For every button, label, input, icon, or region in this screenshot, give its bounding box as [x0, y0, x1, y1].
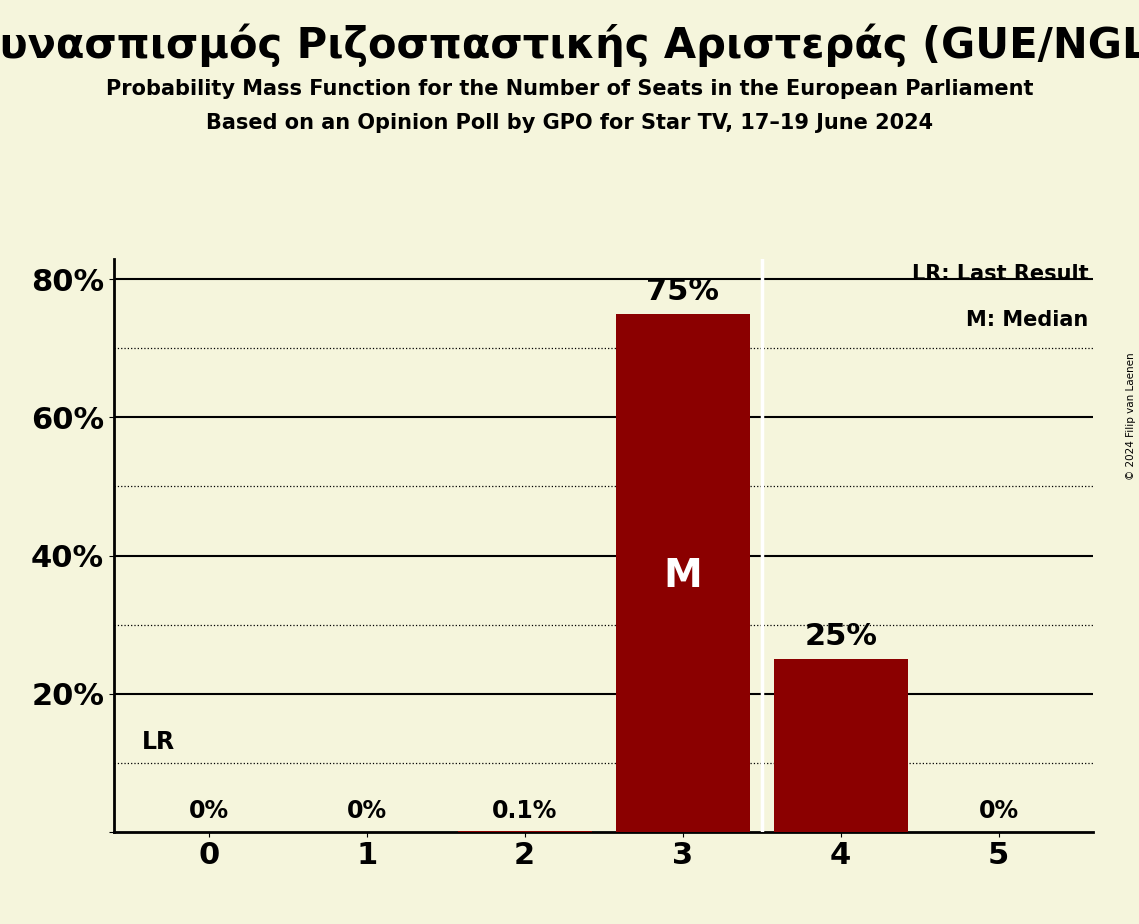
- Text: M: M: [663, 557, 702, 595]
- Text: 0%: 0%: [978, 799, 1018, 823]
- Text: M: Median: M: Median: [966, 310, 1089, 330]
- Text: 75%: 75%: [646, 276, 719, 306]
- Text: 0.1%: 0.1%: [492, 799, 557, 823]
- Bar: [615, 314, 749, 832]
- Text: 0%: 0%: [189, 799, 229, 823]
- Bar: [773, 659, 908, 832]
- Text: 25%: 25%: [804, 622, 877, 650]
- Text: Συνασπισμός Ριζοσπαστικής Αριστεράς (GUE/NGL): Συνασπισμός Ριζοσπαστικής Αριστεράς (GUE…: [0, 23, 1139, 67]
- Text: Probability Mass Function for the Number of Seats in the European Parliament: Probability Mass Function for the Number…: [106, 79, 1033, 99]
- Text: © 2024 Filip van Laenen: © 2024 Filip van Laenen: [1126, 352, 1136, 480]
- Text: 0%: 0%: [346, 799, 387, 823]
- Text: LR: LR: [142, 730, 175, 754]
- Text: Based on an Opinion Poll by GPO for Star TV, 17–19 June 2024: Based on an Opinion Poll by GPO for Star…: [206, 113, 933, 133]
- Text: LR: Last Result: LR: Last Result: [912, 264, 1089, 285]
